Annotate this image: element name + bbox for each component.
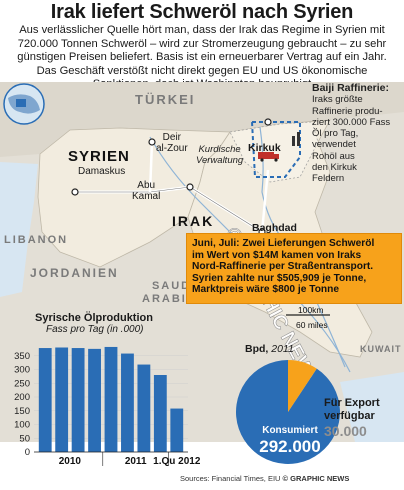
label-deir: Deir al-Zour bbox=[156, 132, 188, 154]
scale-km: 100km bbox=[298, 305, 324, 315]
tigris-river bbox=[259, 126, 346, 368]
export-value: 30.000 bbox=[324, 423, 367, 439]
mediterranean-sea bbox=[0, 162, 38, 297]
x-group-label: 2010 bbox=[59, 456, 82, 467]
refinery-icon bbox=[292, 132, 300, 146]
source-footer: Sources: Financial Times, EIU © GRAPHIC … bbox=[180, 474, 350, 483]
deir-road bbox=[148, 141, 154, 193]
label-iraq: IRAK bbox=[172, 213, 215, 229]
intro-text: Aus verlässlicher Quelle hört man, dass … bbox=[17, 24, 387, 90]
bar bbox=[153, 375, 167, 452]
y-tick-label: 250 bbox=[14, 378, 30, 389]
header: Irak liefert Schweröl nach Syrien Aus ve… bbox=[0, 0, 404, 92]
consumed-label: Konsumiert bbox=[262, 425, 318, 436]
refinery-zone bbox=[250, 121, 301, 178]
y-tick-label: 300 bbox=[14, 365, 30, 376]
deir-dot bbox=[148, 138, 156, 146]
turkey-region bbox=[0, 82, 404, 157]
label-kurdish: Kurdische Verwaltung bbox=[196, 144, 244, 166]
bar bbox=[55, 347, 69, 452]
bar bbox=[170, 408, 184, 452]
globe-icon bbox=[3, 83, 45, 125]
y-tick-label: 50 bbox=[19, 433, 30, 444]
page-title: Irak liefert Schweröl nach Syrien bbox=[50, 1, 354, 23]
truck-icon bbox=[258, 152, 279, 162]
shipment-callout: Juni, Juli: Zwei Lieferungen Schweröl im… bbox=[186, 233, 402, 304]
label-jordan: JORDANIEN bbox=[30, 266, 119, 280]
y-tick-label: 0 bbox=[25, 447, 30, 458]
kirkuk-road bbox=[260, 169, 270, 233]
label-kuwait: KUWAIT bbox=[360, 344, 402, 354]
label-baghdad: Baghdad bbox=[252, 222, 297, 234]
label-damascus: Damaskus bbox=[78, 166, 126, 177]
kirkuk-dot bbox=[264, 118, 272, 126]
chart-subtitle: Fass pro Tag (in .000) bbox=[46, 324, 144, 335]
x-group-label: 2011 bbox=[125, 456, 147, 467]
label-kirkuk: Kirkuk bbox=[248, 142, 281, 154]
label-lebanon: LIBANON bbox=[4, 234, 69, 246]
export-label: Für Export verfügbar bbox=[324, 397, 380, 422]
oil-production-chart: 0 50 100 150 200 250 300 350 2010 2011 1.Qu 2012 bbox=[14, 346, 200, 467]
bar bbox=[104, 346, 118, 452]
y-tick-label: 200 bbox=[14, 392, 30, 403]
y-tick-label: 150 bbox=[14, 406, 30, 417]
chart-title: Syrische Ölproduktion bbox=[35, 312, 153, 324]
baiji-annotation: Baiji Raffinerie: Iraks größte Raffineri… bbox=[312, 82, 391, 185]
consumption-pie bbox=[236, 360, 340, 464]
label-syria: SYRIEN bbox=[68, 148, 130, 165]
gulf-water bbox=[340, 372, 404, 442]
pie-slice-export bbox=[288, 360, 317, 412]
bar bbox=[38, 348, 52, 452]
label-turkey: TÜRKEI bbox=[135, 92, 196, 107]
bar bbox=[121, 353, 134, 452]
bar bbox=[88, 348, 101, 452]
pie-title: Bpd, 2011 bbox=[245, 343, 294, 355]
bar bbox=[71, 348, 85, 452]
consumed-value: 292.000 bbox=[259, 437, 321, 456]
y-tick-label: 100 bbox=[14, 420, 30, 431]
y-tick-label: 350 bbox=[14, 351, 30, 362]
x-group-label: 1.Qu 2012 bbox=[153, 456, 200, 467]
damascus-dot bbox=[71, 188, 79, 196]
label-abukamal: Abu Kamal bbox=[132, 180, 161, 202]
bar bbox=[137, 364, 151, 452]
abukamal-dot bbox=[186, 183, 194, 191]
scale-miles: 60 miles bbox=[296, 320, 328, 330]
